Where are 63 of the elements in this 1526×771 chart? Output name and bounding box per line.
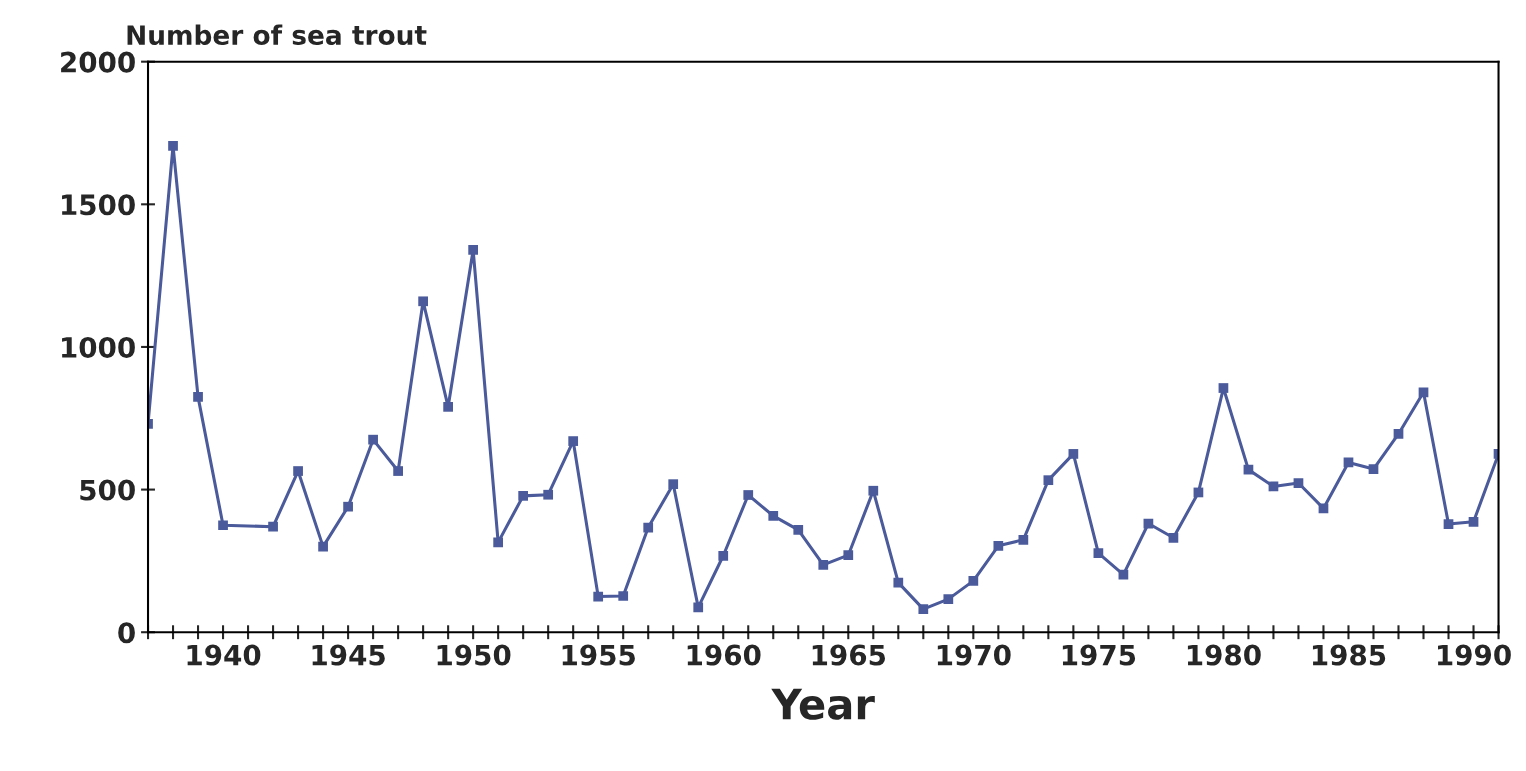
point bbox=[293, 466, 303, 476]
x-tick-label: 1945 bbox=[312, 644, 385, 666]
point bbox=[993, 540, 1004, 551]
point bbox=[493, 537, 504, 548]
point bbox=[793, 524, 804, 535]
x-tick-label: 1960 bbox=[687, 644, 761, 666]
point bbox=[718, 550, 729, 561]
point bbox=[318, 541, 328, 552]
point bbox=[1218, 383, 1229, 393]
point bbox=[968, 576, 979, 586]
point bbox=[693, 602, 704, 613]
point bbox=[1068, 449, 1079, 459]
point bbox=[443, 402, 453, 412]
point bbox=[1043, 475, 1054, 486]
x-tick-label: 1950 bbox=[437, 644, 511, 666]
point bbox=[343, 501, 353, 512]
point bbox=[568, 436, 579, 446]
point bbox=[918, 604, 929, 614]
point bbox=[193, 392, 203, 402]
x-axis-title: Year bbox=[771, 688, 875, 720]
point bbox=[818, 560, 829, 570]
x-tick-label: 1970 bbox=[937, 644, 1011, 666]
point bbox=[768, 510, 779, 521]
point bbox=[1443, 519, 1454, 529]
point bbox=[868, 485, 879, 496]
point bbox=[1293, 478, 1304, 488]
point bbox=[893, 577, 904, 588]
point bbox=[368, 434, 378, 445]
point bbox=[943, 594, 954, 604]
x-tick-label: 1965 bbox=[812, 644, 885, 666]
x-tick-label: 1990 bbox=[1438, 644, 1511, 666]
point bbox=[268, 521, 278, 532]
point bbox=[1393, 429, 1404, 439]
point bbox=[468, 245, 479, 255]
point bbox=[1168, 532, 1179, 543]
point bbox=[418, 296, 428, 307]
point bbox=[1368, 464, 1379, 474]
y-tick-label: 0 bbox=[118, 622, 135, 644]
point bbox=[593, 591, 604, 602]
x-tick-label: 1980 bbox=[1187, 644, 1261, 666]
y-axis-title: Number of sea trout bbox=[127, 24, 427, 45]
point bbox=[618, 591, 629, 601]
point bbox=[168, 140, 178, 151]
point bbox=[393, 466, 403, 476]
point bbox=[743, 490, 754, 500]
x-tick-label: 1985 bbox=[1312, 644, 1386, 666]
x-tick-label: 1975 bbox=[1062, 644, 1136, 666]
point bbox=[543, 489, 554, 500]
point bbox=[843, 550, 854, 561]
point bbox=[668, 479, 679, 490]
point bbox=[643, 522, 654, 533]
point bbox=[1018, 534, 1029, 545]
point bbox=[518, 491, 529, 501]
y-tick-label: 2000 bbox=[61, 51, 135, 73]
point bbox=[1418, 387, 1429, 398]
y-tick-label: 1000 bbox=[62, 336, 135, 358]
point bbox=[1468, 516, 1479, 527]
y-tick-label: 1500 bbox=[62, 194, 135, 216]
y-tick-label: 500 bbox=[80, 479, 135, 501]
point bbox=[218, 520, 228, 531]
x-tick-label: 1955 bbox=[562, 644, 635, 666]
point bbox=[1093, 548, 1104, 559]
x-tick-label: 1940 bbox=[187, 644, 261, 666]
